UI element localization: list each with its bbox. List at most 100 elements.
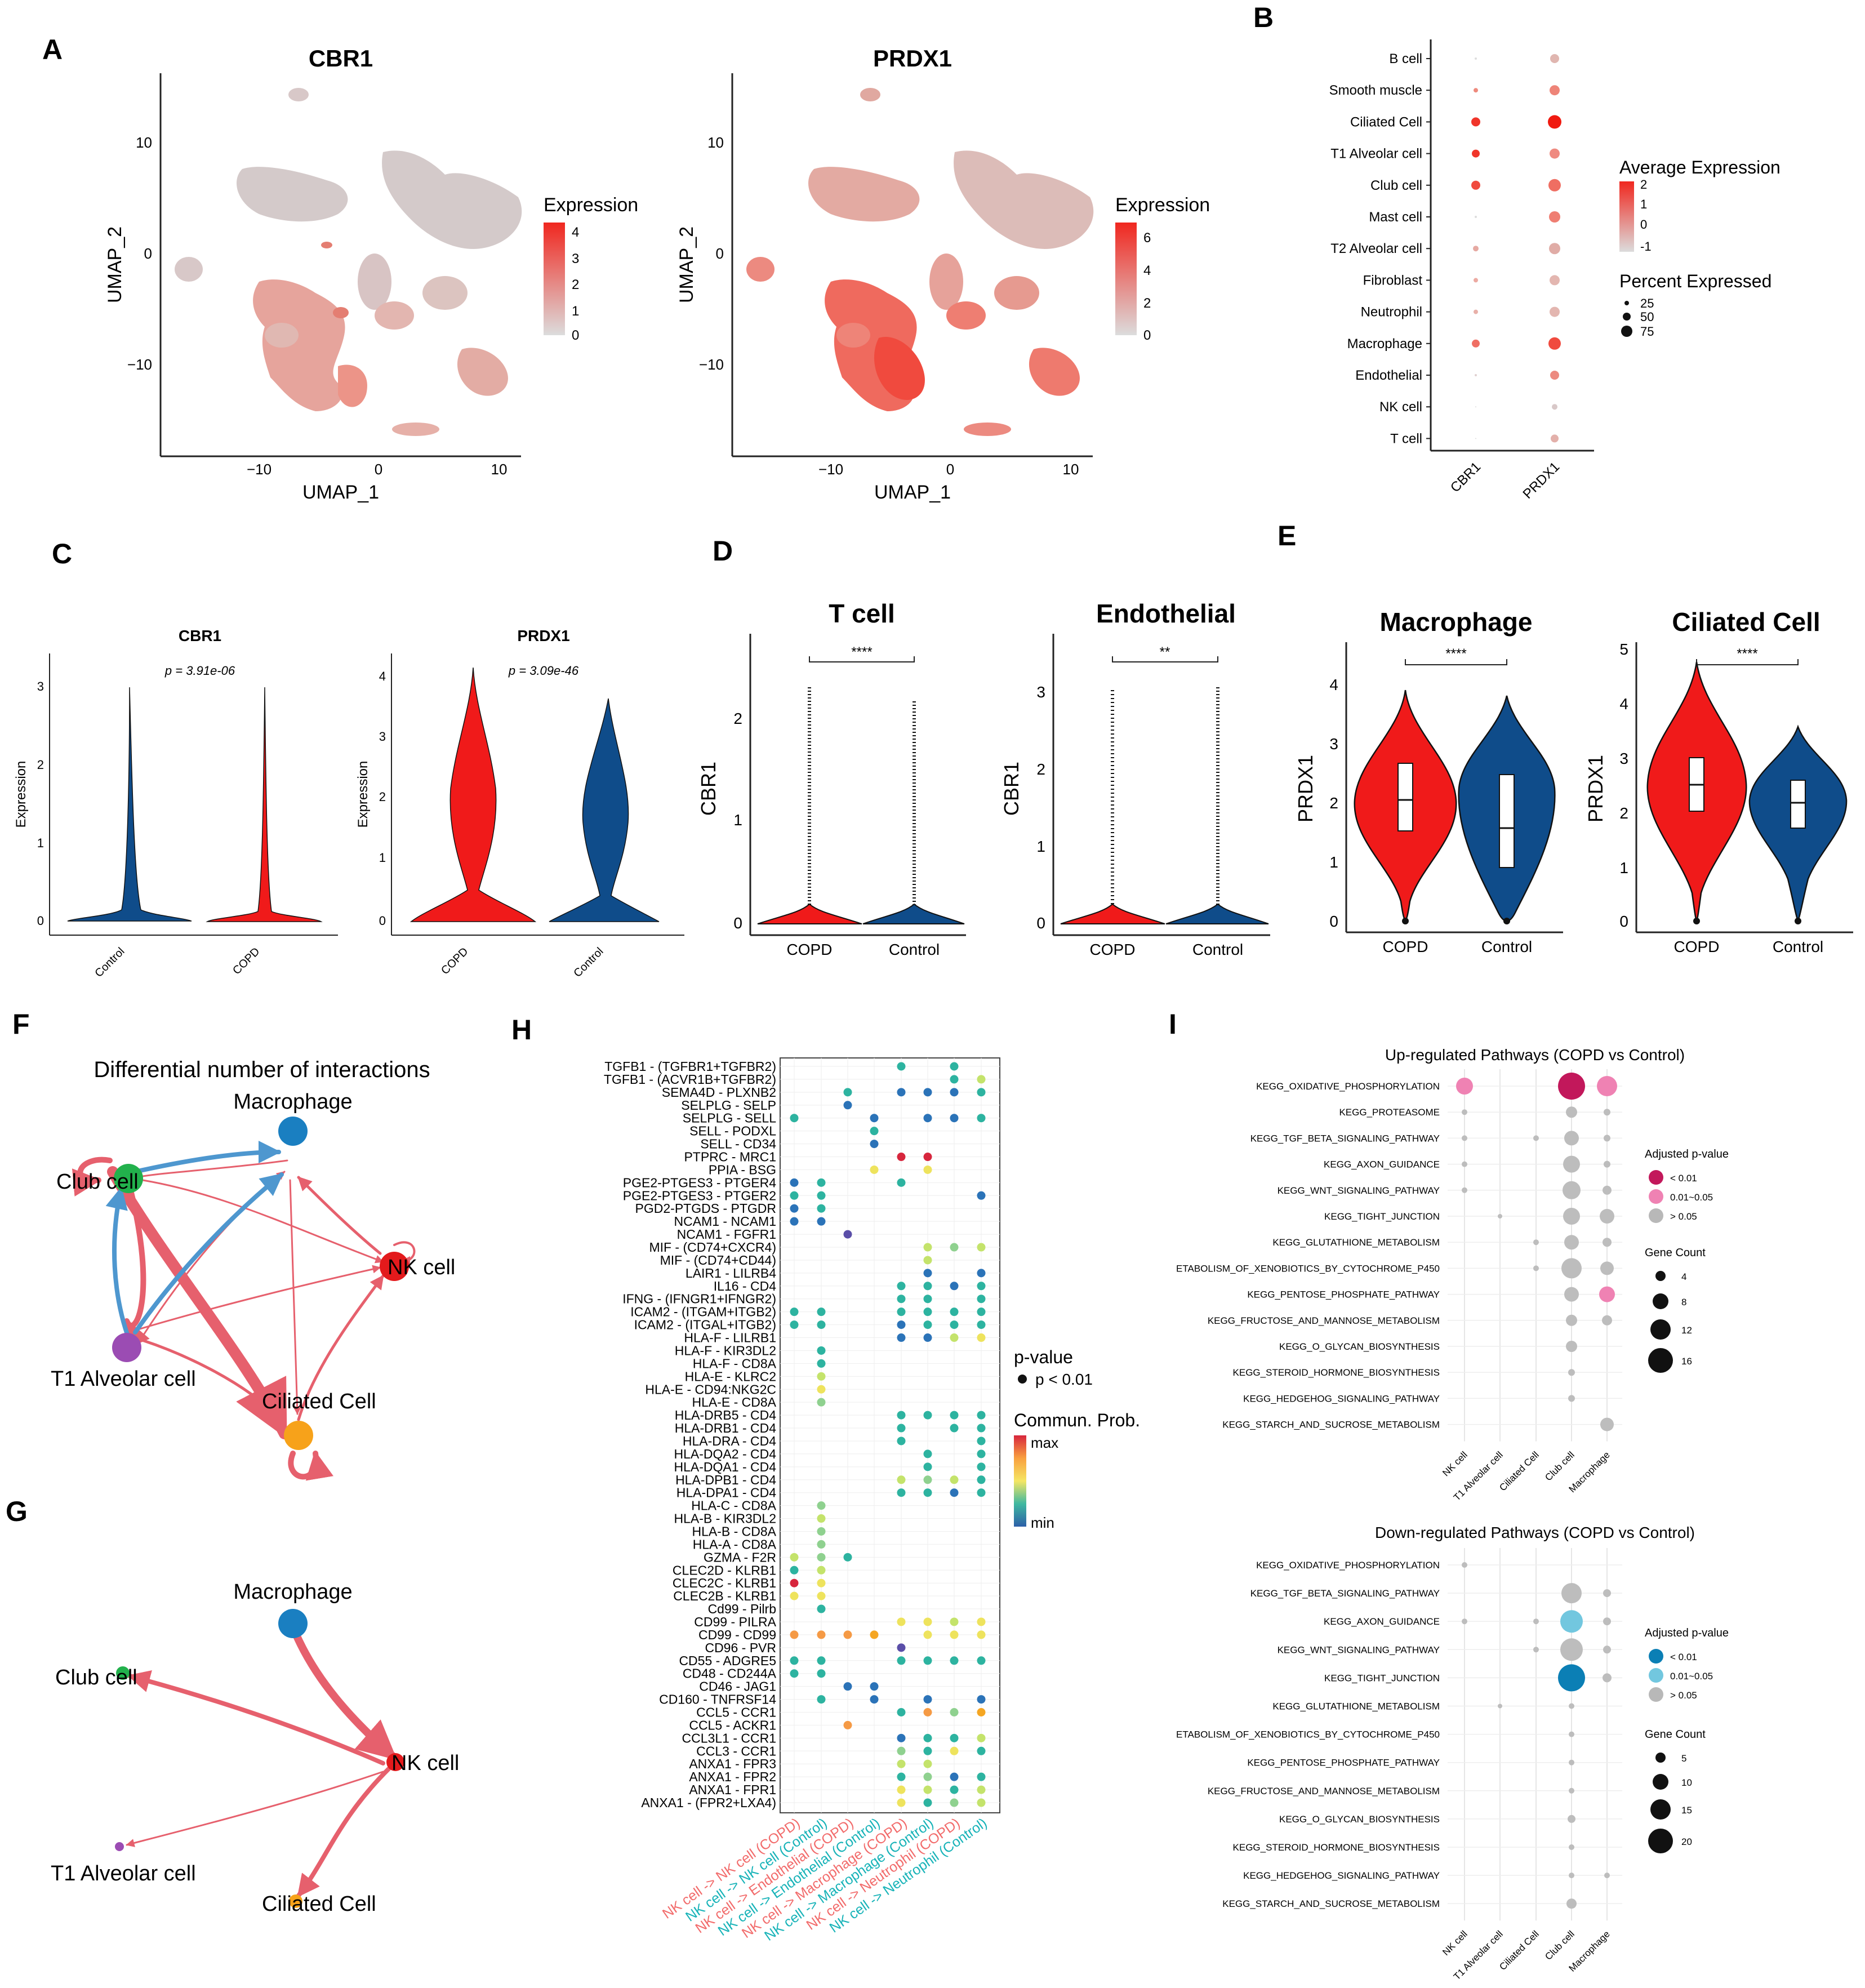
lr-pair-label: ICAM2 - (ITGAL+ITGB2)	[634, 1318, 776, 1332]
pathway-label: KEGG_TIGHT_JUNCTION	[1324, 1211, 1440, 1222]
comm-prob-dot	[950, 1062, 959, 1071]
x-tick: 0	[375, 461, 382, 478]
lr-pair-label: MIF - (CD74+CD44)	[660, 1253, 776, 1267]
legend-tick: 2	[1640, 177, 1647, 192]
lr-pair-label: NCAM1 - FGFR1	[677, 1227, 776, 1242]
lr-pair-label: CD55 - ADGRE5	[679, 1653, 776, 1668]
y-tick: 0	[37, 914, 44, 928]
pathway-label: KEGG_WNT_SIGNALING_PATHWAY	[1278, 1185, 1440, 1196]
y-tick: 1	[1036, 838, 1045, 855]
network-title: Differential number of interactions	[94, 1057, 430, 1082]
y-tick: 1	[1329, 853, 1338, 871]
pathway-dot	[1602, 1315, 1612, 1326]
pathway-dot	[1569, 1703, 1574, 1709]
x-tick: 10	[491, 461, 508, 478]
node-label: Club cell	[55, 1666, 137, 1689]
y-tick: 10	[136, 134, 152, 151]
comm-prob-dot	[977, 1075, 986, 1084]
comm-prob-dot	[790, 1191, 799, 1200]
lr-pair-label: ANXA1 - (FPR2+LXA4)	[641, 1795, 776, 1810]
lr-pair-label: SEMA4D - PLXNB2	[662, 1085, 776, 1100]
comm-prob-dot	[923, 1153, 932, 1162]
comm-prob-dot	[870, 1695, 879, 1704]
panel-letter-b: B	[1253, 2, 1274, 33]
row-label: T1 Alveolar cell	[1330, 146, 1422, 162]
comm-prob-dot	[790, 1553, 799, 1562]
pathway-label: KEGG_PROTEASOME	[1339, 1107, 1440, 1118]
legend-item: 0.01~0.05	[1670, 1192, 1713, 1203]
pathway-label: KEGG_PENTOSE_PHOSPHATE_PATHWAY	[1247, 1289, 1440, 1300]
lr-pair-label: CD99 - CD99	[698, 1627, 776, 1642]
pathway-dot	[1600, 1209, 1614, 1224]
comm-prob-dot	[817, 1566, 826, 1575]
panel-c: C CBR1 p = 3.91e-06 3 2 1 0 Expression C…	[14, 538, 684, 980]
umap-cbr1: CBR1 10 0 −10 −10 0 10 UMAP_1 UMAP_2	[104, 45, 638, 503]
comm-prob-dot	[817, 1178, 826, 1187]
lr-pair-label: GZMA - F2R	[704, 1550, 776, 1564]
pathway-dot	[1600, 1261, 1614, 1275]
comm-prob-dot	[977, 1733, 986, 1742]
comm-prob-dot	[923, 1243, 932, 1252]
lr-pair-label: ANXA1 - FPR3	[689, 1756, 776, 1771]
pathway-label: KEGG_O_GLYCAN_BIOSYNTHESIS	[1279, 1341, 1440, 1352]
comm-prob-dot	[817, 1514, 826, 1523]
node-nk-cell	[380, 1252, 409, 1281]
comm-prob-dot	[817, 1217, 826, 1226]
comm-prob-dot	[843, 1682, 852, 1691]
legend-tick: 4	[1143, 263, 1151, 278]
comm-prob-dot	[897, 1772, 906, 1781]
y-tick: 5	[1619, 641, 1628, 658]
violin-control	[549, 698, 660, 922]
edge-nk-ciliated	[296, 1767, 391, 1898]
row-label: T cell	[1390, 431, 1422, 446]
comm-prob-dot	[897, 1307, 906, 1317]
y-tick: 1	[1619, 859, 1628, 877]
y-tick: 0	[1036, 914, 1045, 932]
lr-pair-label: CD46 - JAG1	[699, 1679, 776, 1694]
comm-prob-dot	[923, 1746, 932, 1755]
plot-title: Macrophage	[1380, 607, 1533, 637]
down-title: Down-regulated Pathways (COPD vs Control…	[1375, 1524, 1695, 1541]
edge-macrophage-ciliated	[289, 1179, 302, 1415]
pathway-dot	[1604, 1109, 1610, 1116]
pathway-label: KEGG_OXIDATIVE_PHOSPHORYLATION	[1256, 1560, 1440, 1571]
node-label: Club cell	[56, 1170, 139, 1194]
lr-pair-label: HLA-F - KIR3DL2	[675, 1343, 776, 1358]
legend-tick: 3	[572, 251, 579, 266]
y-axis-label: PRDX1	[1294, 755, 1317, 822]
lr-pair-label: ICAM2 - (ITGAM+ITGB2)	[630, 1305, 776, 1319]
pathway-label: KEGG_OXIDATIVE_PHOSPHORYLATION	[1256, 1081, 1440, 1092]
cell-type-label: Club cell	[1543, 1929, 1577, 1963]
comm-prob-dot	[977, 1411, 986, 1420]
comm-prob-dot	[923, 1759, 932, 1768]
comm-prob-dot	[817, 1540, 826, 1549]
violin-c-prdx1: PRDX1 p = 3.09e-46 4 3 2 1 0 Expression …	[355, 627, 684, 980]
edge-club-macrophage-down	[133, 1141, 281, 1174]
violin-c-cbr1: CBR1 p = 3.91e-06 3 2 1 0 Expression Con…	[14, 627, 338, 980]
edge-ciliated-nk	[297, 1274, 385, 1421]
comm-prob-dot	[950, 1075, 959, 1084]
legend-item: < 0.01	[1670, 1652, 1697, 1662]
plot-title: T cell	[829, 599, 895, 628]
group-label: COPD	[439, 945, 470, 977]
legend-item: > 0.05	[1670, 1690, 1697, 1701]
pathway-label: KEGG_HEDGEHOG_SIGNALING_PATHWAY	[1243, 1870, 1440, 1881]
y-tick: −10	[127, 356, 152, 373]
node-nk-cell	[386, 1753, 404, 1771]
group-label: Control	[889, 941, 940, 958]
comm-prob-dot	[817, 1385, 826, 1394]
group-label: COPD	[1674, 938, 1720, 955]
comm-prob-dot	[950, 1733, 959, 1742]
lr-pair-label: CCL5 - CCR1	[696, 1705, 776, 1720]
panel-e: E Macrophage 4 3 2 1 0 PRDX1 **** COPD C…	[1278, 520, 1853, 955]
panel-d: D T cell 2 1 0 CBR1 **** COPD Control En…	[697, 535, 1270, 958]
lr-pair-label: HLA-DRA - CD4	[683, 1434, 776, 1448]
pathway-label: KEGG_GLUTATHIONE_METABOLISM	[1272, 1701, 1440, 1712]
pathway-label: ETABOLISM_OF_XENOBIOTICS_BY_CYTOCHROME_P…	[1176, 1729, 1440, 1740]
pathway-dot	[1604, 1135, 1610, 1142]
group-label: COPD	[787, 941, 833, 958]
comm-prob-dot	[923, 1114, 932, 1123]
y-tick: 4	[1619, 695, 1628, 713]
significance: ****	[1445, 646, 1466, 661]
legend-min: min	[1031, 1514, 1054, 1531]
